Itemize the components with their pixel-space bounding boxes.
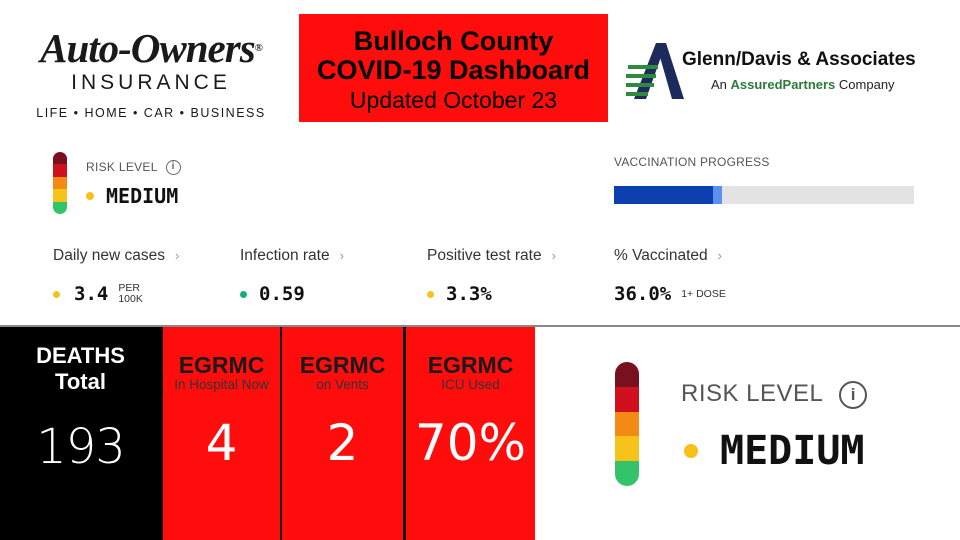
risk-scale-segment xyxy=(615,362,639,387)
title-county: Bulloch County xyxy=(353,26,554,56)
risk-status-dot xyxy=(684,444,698,458)
tile-divider xyxy=(161,327,164,540)
risk-scale-bar xyxy=(615,362,639,486)
deaths-value: 193 xyxy=(36,419,126,475)
metric-value: 3.4 xyxy=(74,283,109,305)
assured-partners-brand: AssuredPartners xyxy=(730,77,836,92)
risk-scale-segment xyxy=(53,189,67,202)
risk-level-panel: RISK LEVEL i MEDIUM xyxy=(52,150,252,220)
icu-tile-title: EGRMC xyxy=(427,352,514,378)
hospital-tile-subtitle: In Hospital Now xyxy=(174,377,269,392)
vaccination-progress-full xyxy=(614,186,713,204)
status-dot xyxy=(427,290,434,298)
chevron-right-icon: › xyxy=(717,248,722,263)
hospital-tile-title: EGRMC xyxy=(178,352,265,378)
auto-owners-name: Auto-Owners xyxy=(40,25,256,71)
risk-scale-segment xyxy=(53,201,67,214)
vents-tile-subtitle: on Vents xyxy=(316,377,369,392)
risk-status-dot xyxy=(86,192,94,200)
icu-tile-value: 70% xyxy=(414,414,527,472)
risk-scale-segment xyxy=(615,436,639,462)
hospital-tile-value: 4 xyxy=(205,414,238,472)
title-dashboard: COVID-19 Dashboard xyxy=(316,55,591,85)
tile-divider xyxy=(403,327,406,540)
icu-tile-subtitle: ICU Used xyxy=(441,377,500,392)
risk-scale-segment xyxy=(53,176,67,190)
risk-level-value: MEDIUM xyxy=(106,184,179,208)
deaths-subtitle: Total xyxy=(55,369,106,394)
auto-owners-logo: Auto-Owners® INSURANCE LIFE • HOME • CAR… xyxy=(16,25,286,121)
glenn-davis-subtitle: An AssuredPartners Company xyxy=(711,77,895,92)
chevron-right-icon: › xyxy=(551,248,556,263)
metric-label: Daily new cases xyxy=(53,247,165,264)
deaths-tile: DEATHS Total 193 xyxy=(0,327,161,540)
metric-unit: PER 100K xyxy=(118,283,143,305)
metric-value: 3.3% xyxy=(446,283,492,305)
risk-scale-segment xyxy=(53,152,67,165)
status-dot xyxy=(240,290,247,298)
hospital-tile: EGRMC In Hospital Now 4 xyxy=(163,327,280,540)
gd-sub-suffix: Company xyxy=(835,77,895,92)
vaccination-progress-bar xyxy=(614,186,914,204)
risk-level-label: RISK LEVEL xyxy=(681,380,824,407)
auto-owners-insurance: INSURANCE xyxy=(71,71,231,94)
glenn-davis-logo: Glenn/Davis & Associates An AssuredPartn… xyxy=(626,40,946,106)
metric-unit: 1+ DOSE xyxy=(681,287,726,300)
dashboard-title-box: Bulloch County COVID-19 Dashboard Update… xyxy=(299,14,608,122)
metric-value: 0.59 xyxy=(259,283,305,305)
vaccination-progress-label: VACCINATION PROGRESS xyxy=(614,155,770,169)
tile-divider xyxy=(280,327,283,540)
metric-label: Infection rate xyxy=(240,247,330,264)
risk-scale-segment xyxy=(615,461,639,486)
registered-mark: ® xyxy=(254,42,263,54)
risk-level-panel-large: RISK LEVEL i MEDIUM xyxy=(614,360,914,490)
icu-tile: EGRMC ICU Used 70% xyxy=(406,327,535,540)
title-updated: Updated October 23 xyxy=(349,87,558,113)
chevron-right-icon: › xyxy=(339,248,344,263)
vents-tile-title: EGRMC xyxy=(299,352,386,378)
risk-level-label: RISK LEVEL xyxy=(86,160,158,174)
vents-tile: EGRMC on Vents 2 xyxy=(282,327,403,540)
metric-daily-new-cases[interactable]: Daily new cases › 3.4 PER 100K xyxy=(53,247,179,307)
gd-sub-prefix: An xyxy=(711,77,731,92)
metric-label: % Vaccinated xyxy=(614,247,708,264)
metric-label: Positive test rate xyxy=(427,247,542,264)
deaths-title: DEATHS xyxy=(36,343,125,368)
status-dot xyxy=(53,290,60,298)
risk-scale-segment xyxy=(53,164,67,177)
metric-positive-test-rate[interactable]: Positive test rate › 3.3% xyxy=(427,247,556,307)
vents-tile-value: 2 xyxy=(326,414,359,472)
assured-partners-a-icon xyxy=(626,43,684,99)
glenn-davis-name: Glenn/Davis & Associates xyxy=(682,49,916,70)
unit-line-1: PER xyxy=(118,282,140,294)
metric-percent-vaccinated[interactable]: % Vaccinated › 36.0% 1+ DOSE xyxy=(614,247,726,307)
auto-owners-tagline: LIFE • HOME • CAR • BUSINESS xyxy=(36,106,266,120)
risk-scale-segment xyxy=(615,411,639,437)
chevron-right-icon: › xyxy=(175,248,180,263)
metric-value: 36.0% xyxy=(614,283,672,305)
unit-line-2: 100K xyxy=(118,293,143,305)
risk-scale-segment xyxy=(615,386,639,412)
metric-infection-rate[interactable]: Infection rate › 0.59 xyxy=(240,247,344,307)
risk-level-value: MEDIUM xyxy=(720,428,865,474)
risk-scale-bar xyxy=(53,152,67,214)
section-divider xyxy=(0,325,960,327)
info-icon[interactable]: i xyxy=(165,160,181,176)
info-icon[interactable]: i xyxy=(839,380,868,409)
